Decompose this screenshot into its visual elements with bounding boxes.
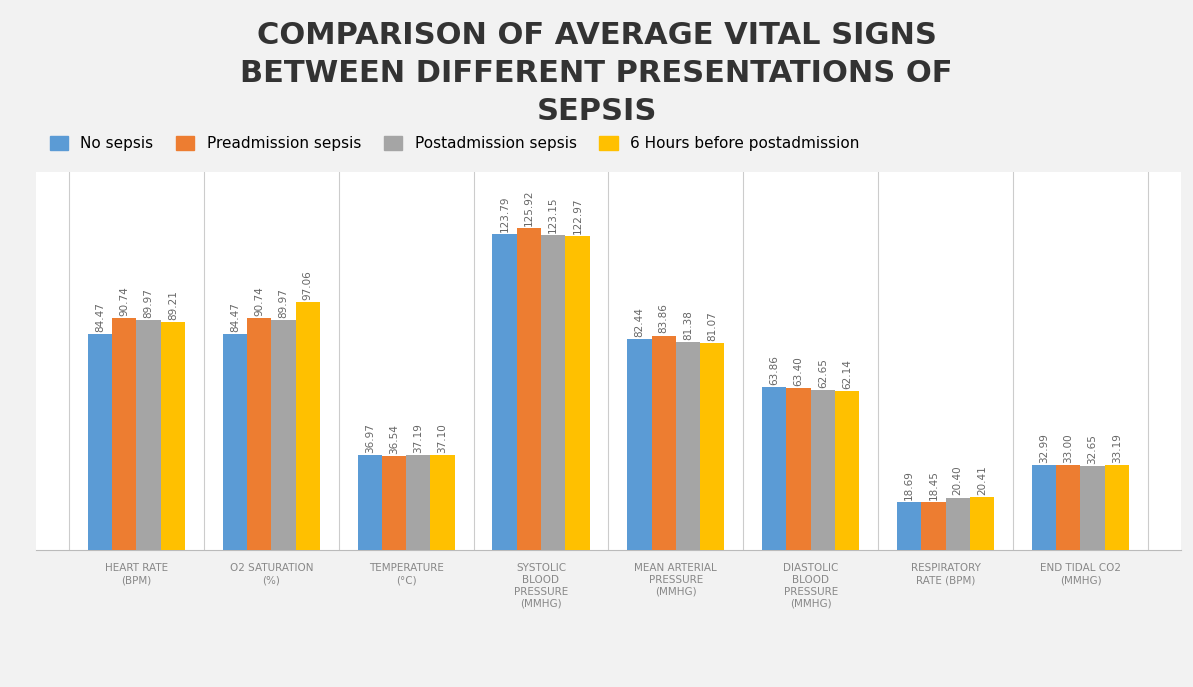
Bar: [296, 302, 320, 550]
Text: 63.86: 63.86: [769, 354, 779, 385]
Text: 125.92: 125.92: [524, 190, 533, 226]
Text: 36.54: 36.54: [389, 425, 398, 454]
Text: 82.44: 82.44: [635, 307, 644, 337]
Text: 83.86: 83.86: [659, 304, 669, 333]
Bar: [358, 455, 382, 550]
Bar: [1105, 465, 1129, 550]
Text: 81.38: 81.38: [684, 310, 693, 340]
Text: 37.19: 37.19: [413, 423, 424, 453]
Bar: [811, 390, 835, 550]
Bar: [247, 318, 271, 550]
Text: 18.45: 18.45: [928, 471, 939, 500]
Text: 89.21: 89.21: [168, 290, 178, 320]
Text: 84.47: 84.47: [230, 302, 240, 332]
Text: 90.74: 90.74: [254, 286, 264, 316]
Bar: [223, 334, 247, 550]
Text: 122.97: 122.97: [573, 197, 582, 234]
Bar: [493, 234, 517, 550]
Bar: [1032, 465, 1056, 550]
Bar: [700, 343, 724, 550]
Text: 62.14: 62.14: [842, 359, 852, 389]
Bar: [676, 342, 700, 550]
Bar: [161, 322, 185, 550]
Bar: [835, 391, 859, 550]
Bar: [88, 334, 112, 550]
Bar: [897, 502, 921, 550]
Text: 81.07: 81.07: [707, 311, 717, 341]
Bar: [786, 387, 811, 550]
Text: 20.40: 20.40: [953, 466, 963, 495]
Text: COMPARISON OF AVERAGE VITAL SIGNS
BETWEEN DIFFERENT PRESENTATIONS OF
SEPSIS: COMPARISON OF AVERAGE VITAL SIGNS BETWEE…: [240, 21, 953, 126]
Bar: [921, 502, 946, 550]
Bar: [565, 236, 589, 550]
Bar: [628, 339, 651, 550]
Text: 63.40: 63.40: [793, 356, 804, 385]
Bar: [136, 320, 161, 550]
Text: 20.41: 20.41: [977, 466, 987, 495]
Bar: [406, 455, 431, 550]
Text: 89.97: 89.97: [143, 288, 154, 318]
Bar: [1056, 465, 1081, 550]
Text: 62.65: 62.65: [818, 358, 828, 387]
Text: 84.47: 84.47: [95, 302, 105, 332]
Text: 32.99: 32.99: [1039, 433, 1049, 463]
Legend: No sepsis, Preadmission sepsis, Postadmission sepsis, 6 Hours before postadmissi: No sepsis, Preadmission sepsis, Postadmi…: [43, 131, 865, 157]
Text: 123.15: 123.15: [548, 196, 558, 233]
Text: 89.97: 89.97: [278, 288, 289, 318]
Text: 90.74: 90.74: [119, 286, 129, 316]
Bar: [431, 455, 455, 550]
Bar: [762, 387, 786, 550]
Text: 32.65: 32.65: [1088, 434, 1098, 464]
Bar: [382, 456, 406, 550]
Bar: [517, 228, 540, 550]
Text: 37.10: 37.10: [438, 423, 447, 453]
Bar: [970, 497, 994, 550]
Text: 36.97: 36.97: [365, 423, 375, 453]
Bar: [271, 320, 296, 550]
Bar: [946, 497, 970, 550]
Bar: [1081, 466, 1105, 550]
Text: 123.79: 123.79: [500, 195, 509, 232]
Text: 33.00: 33.00: [1063, 433, 1074, 463]
Bar: [651, 335, 676, 550]
Text: 97.06: 97.06: [303, 270, 313, 300]
Bar: [112, 318, 136, 550]
Text: 33.19: 33.19: [1112, 433, 1121, 463]
Text: 18.69: 18.69: [904, 470, 914, 500]
Bar: [540, 235, 565, 550]
